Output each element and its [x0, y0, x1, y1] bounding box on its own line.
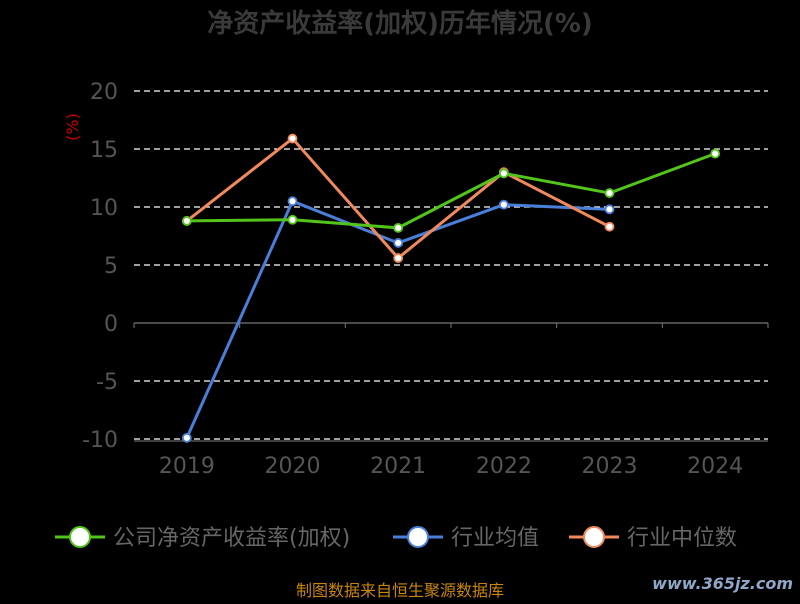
x-tick-label: 2022	[476, 454, 532, 479]
y-tick-label: 0	[104, 312, 118, 337]
data-point[interactable]	[287, 196, 298, 207]
data-point[interactable]	[498, 199, 509, 210]
y-tick-label: 20	[90, 80, 118, 105]
data-point[interactable]	[181, 216, 192, 226]
chart-title: 净资产收益率(加权)历年情况(%)	[207, 8, 593, 39]
x-tick-label: 2024	[687, 454, 743, 479]
legend-item[interactable]: 行业中位数	[569, 526, 737, 551]
data-point[interactable]	[287, 133, 298, 144]
y-tick-labels: 20 15 10 5 0 -5 -10	[82, 80, 118, 453]
gridlines	[134, 90, 768, 440]
x-tick-label: 2023	[582, 454, 638, 479]
series-1	[181, 196, 615, 443]
data-source-note: 制图数据来自恒生聚源数据库	[296, 581, 504, 600]
data-point[interactable]	[393, 238, 404, 248]
legend-marker	[583, 526, 605, 548]
legend-item[interactable]: 行业均值	[393, 526, 539, 551]
y-tick-label: -5	[96, 370, 118, 395]
series-lines	[181, 133, 721, 443]
y-tick-label: 5	[104, 254, 118, 279]
data-point[interactable]	[710, 148, 721, 159]
y-tick-label: 15	[90, 138, 118, 163]
data-point[interactable]	[393, 222, 404, 233]
data-point[interactable]	[604, 188, 615, 198]
x-tick-labels: 2019 2020 2021 2022 2023 2024	[159, 454, 743, 479]
y-tick-label: -10	[82, 428, 118, 453]
y-tick-label: 10	[90, 196, 118, 221]
y-axis-label: (%)	[63, 113, 82, 141]
x-tick-label: 2020	[265, 454, 321, 479]
series-line	[185, 199, 610, 439]
legend-label: 行业中位数	[627, 526, 737, 551]
x-tick-label: 2021	[370, 454, 426, 479]
legend-label: 公司净资产收益率(加权)	[113, 526, 350, 551]
data-point[interactable]	[393, 253, 404, 263]
x-tick-label: 2019	[159, 454, 215, 479]
watermark: www.365jz.com	[652, 574, 793, 593]
legend-label: 行业均值	[451, 526, 539, 551]
series-line	[186, 152, 716, 230]
data-point[interactable]	[498, 168, 509, 179]
data-point[interactable]	[604, 204, 615, 215]
data-point[interactable]	[604, 221, 615, 232]
legend-marker	[69, 526, 91, 548]
legend-marker	[407, 526, 429, 548]
legend-item[interactable]: 公司净资产收益率(加权)	[55, 526, 350, 551]
data-point[interactable]	[181, 432, 192, 443]
series-0	[181, 148, 721, 233]
data-point[interactable]	[287, 214, 298, 225]
legend[interactable]: 公司净资产收益率(加权) 行业均值 行业中位数	[55, 526, 737, 551]
